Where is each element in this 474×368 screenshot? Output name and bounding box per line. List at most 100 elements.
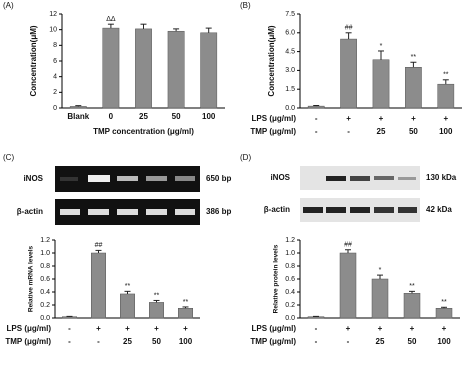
x-tick-label: 0 [109, 112, 114, 121]
row-value: - [315, 127, 318, 136]
bar [435, 308, 453, 319]
significance-label: ## [344, 242, 352, 249]
gel-image [55, 166, 200, 225]
significance-label: ΔΔ [106, 16, 116, 23]
bar [135, 28, 152, 109]
row-label: LPS (μg/ml) [252, 324, 297, 333]
row-value: 25 [123, 337, 132, 346]
x-tick-label: 100 [202, 112, 216, 121]
significance-label: ** [411, 54, 417, 61]
row-value: + [346, 114, 351, 123]
y-axis-label: Concentration(μM) [29, 25, 38, 96]
blot-label: β-actin [17, 207, 43, 216]
blot-size: 130 kDa [426, 173, 457, 182]
row-value: + [96, 324, 101, 333]
bar [340, 38, 357, 109]
bar [102, 27, 120, 109]
y-tick-label: 0.0 [285, 315, 295, 322]
row-value: 100 [179, 337, 193, 346]
row-value: + [183, 324, 188, 333]
y-tick-label: 0.4 [40, 289, 50, 296]
bar [339, 252, 357, 319]
row-value: + [410, 324, 415, 333]
x-tick-label: Blank [67, 112, 89, 121]
y-tick-label: 1.5 [285, 86, 295, 93]
bar [149, 302, 164, 319]
row-value: + [125, 324, 130, 333]
bar [307, 105, 325, 109]
y-tick-label: 1.2 [285, 237, 295, 244]
row-value: - [315, 114, 318, 123]
row-value: + [442, 324, 447, 333]
y-tick-label: 1.0 [40, 250, 50, 257]
row-value: 50 [408, 337, 417, 346]
significance-label: * [379, 267, 382, 274]
row-value: + [443, 114, 448, 123]
bar [69, 106, 87, 109]
y-tick-label: 10 [49, 27, 57, 34]
y-tick-label: 0 [53, 105, 57, 112]
panel-label: (B) [240, 1, 251, 10]
row-value: 50 [409, 127, 418, 136]
panel-label: (A) [3, 1, 14, 10]
x-axis-label: TMP concentration (μg/ml) [93, 127, 194, 136]
y-tick-label: 0.8 [40, 263, 50, 270]
y-tick-label: 1.0 [285, 250, 295, 257]
blot-label: iNOS [23, 174, 43, 183]
row-value: - [347, 127, 350, 136]
row-value: 25 [377, 127, 386, 136]
row-value: 100 [439, 127, 453, 136]
significance-label: ** [443, 72, 449, 79]
bar [307, 316, 325, 319]
y-tick-label: 4 [53, 74, 57, 81]
significance-label: ** [409, 283, 415, 290]
row-label: LPS (μg/ml) [252, 114, 297, 123]
y-tick-label: 6.0 [285, 30, 295, 37]
bar [167, 30, 185, 109]
row-value: 25 [376, 337, 385, 346]
row-value: - [68, 324, 71, 333]
y-tick-label: 7.5 [285, 11, 295, 18]
significance-label: ** [154, 292, 160, 299]
y-tick-label: 2 [53, 89, 57, 96]
blot-label: iNOS [270, 173, 290, 182]
y-axis-label: Relative protein levels [273, 244, 280, 313]
bar [178, 308, 193, 319]
significance-label: ** [125, 283, 131, 290]
row-label: LPS (μg/ml) [7, 324, 52, 333]
significance-label: ## [95, 242, 103, 249]
blot-label: β-actin [264, 205, 290, 214]
blot-size: 42 kDa [426, 205, 452, 214]
significance-label: ** [441, 299, 447, 306]
y-tick-label: 3.0 [285, 67, 295, 74]
bar [403, 293, 421, 319]
row-label: TMP (μg/ml) [5, 337, 51, 346]
y-tick-label: 0.0 [285, 105, 295, 112]
y-tick-label: 0.4 [285, 289, 295, 296]
x-tick-label: 25 [139, 112, 148, 121]
y-tick-label: 0.6 [40, 276, 50, 283]
row-value: - [315, 324, 318, 333]
y-tick-label: 0.8 [285, 263, 295, 270]
y-axis-label: Concentration(μM) [267, 25, 276, 96]
row-label: TMP (μg/ml) [250, 337, 296, 346]
y-tick-label: 12 [49, 11, 57, 18]
significance-label: ** [183, 299, 189, 306]
row-value: - [347, 337, 350, 346]
bar [372, 59, 390, 109]
bar [437, 83, 455, 109]
significance-label: ## [345, 25, 353, 32]
panel-label: (C) [3, 153, 14, 162]
y-tick-label: 4.5 [285, 48, 295, 55]
row-value: + [346, 324, 351, 333]
y-tick-label: 0.0 [40, 315, 50, 322]
bar [91, 252, 106, 319]
bar [371, 278, 389, 319]
y-axis-label: Relative mRNA levels [28, 246, 35, 313]
y-tick-label: 6 [53, 58, 57, 65]
row-value: - [315, 337, 318, 346]
bar [405, 67, 422, 109]
blot-size: 386 bp [206, 207, 231, 216]
row-label: TMP (μg/ml) [250, 127, 296, 136]
